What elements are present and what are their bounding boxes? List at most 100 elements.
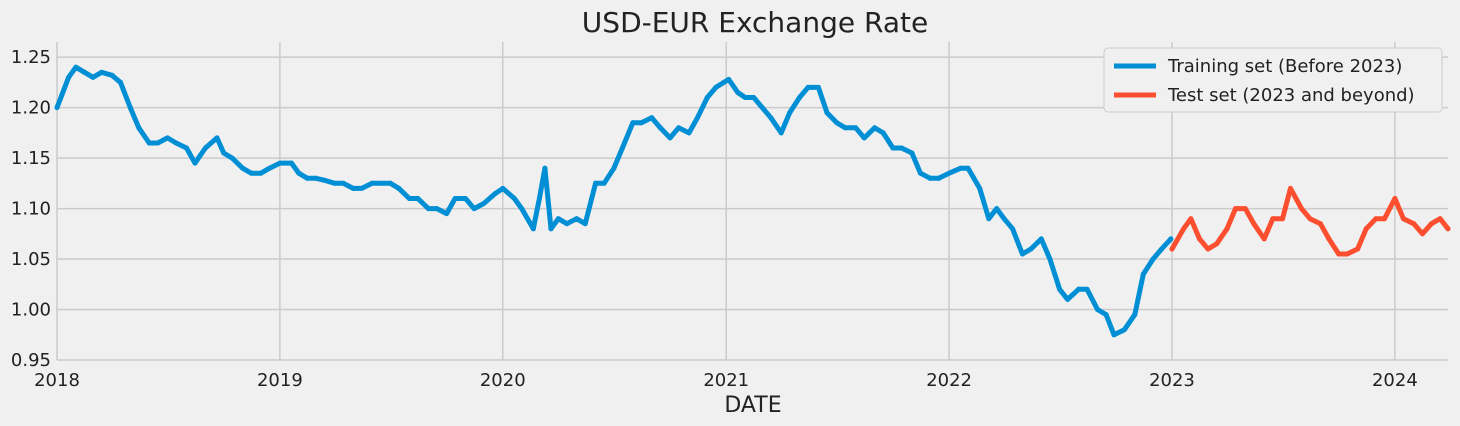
test-point: [1181, 226, 1187, 232]
training-point: [511, 196, 517, 201]
training-point: [221, 150, 227, 156]
test-point: [1224, 226, 1230, 232]
training-point: [118, 79, 123, 85]
training-point: [564, 221, 570, 227]
training-point: [657, 125, 663, 131]
x-tick-label: 2024: [1372, 370, 1418, 391]
training-point: [369, 180, 375, 186]
training-point: [1140, 271, 1146, 277]
x-tick-label: 2019: [257, 370, 303, 391]
test-point: [1363, 226, 1369, 232]
training-point: [99, 69, 105, 75]
training-point: [853, 125, 859, 131]
training-point: [574, 216, 580, 222]
training-point: [155, 140, 161, 146]
training-point: [676, 125, 682, 131]
training-point: [192, 160, 198, 166]
training-point: [452, 196, 458, 201]
training-point: [1010, 226, 1016, 232]
training-point: [350, 185, 356, 191]
x-tick-label: 2021: [703, 370, 749, 391]
training-point: [387, 180, 393, 186]
training-point: [109, 72, 115, 78]
training-point: [742, 95, 748, 100]
chart-title: USD-EUR Exchange Rate: [582, 6, 928, 39]
training-point: [82, 69, 87, 75]
training-point: [927, 175, 933, 181]
training-point: [73, 64, 79, 70]
y-tick-label: 1.00: [11, 300, 51, 321]
training-point: [530, 226, 536, 232]
x-tick-label: 2018: [34, 370, 80, 391]
training-point: [519, 206, 525, 212]
test-point: [1233, 206, 1238, 212]
test-point: [1270, 216, 1276, 222]
training-point: [751, 95, 757, 100]
training-point: [593, 180, 599, 186]
training-point: [842, 125, 848, 131]
x-tick-label: 2023: [1149, 370, 1195, 391]
training-point: [536, 196, 542, 201]
test-point: [1355, 246, 1361, 252]
training-point: [909, 150, 915, 156]
training-point: [1168, 236, 1174, 242]
training-point: [1076, 286, 1082, 292]
training-point: [726, 76, 732, 82]
test-point: [1382, 216, 1387, 222]
training-point: [713, 84, 719, 90]
test-point: [1299, 206, 1304, 212]
training-point: [1057, 286, 1063, 292]
training-point: [1047, 256, 1053, 262]
test-point: [1251, 221, 1257, 227]
y-tick-label: 1.15: [11, 148, 51, 169]
training-point: [289, 160, 294, 166]
training-point: [296, 170, 302, 176]
training-point: [322, 177, 327, 183]
training-point: [444, 211, 450, 217]
training-point: [340, 180, 346, 186]
training-point: [1084, 286, 1090, 292]
test-point: [1437, 216, 1443, 222]
training-point: [548, 226, 554, 232]
training-point: [630, 120, 636, 126]
training-point: [1103, 312, 1109, 318]
training-point: [994, 206, 1000, 212]
x-tick-label: 2022: [926, 370, 972, 391]
training-point: [880, 130, 886, 136]
training-point: [787, 110, 793, 116]
y-tick-label: 0.95: [11, 350, 51, 371]
test-point: [1261, 236, 1267, 242]
series-group: [54, 64, 1451, 338]
training-point: [90, 74, 96, 80]
training-point: [136, 125, 142, 131]
training-point: [267, 165, 272, 171]
training-point: [127, 105, 133, 111]
test-point: [1429, 221, 1434, 227]
training-point: [481, 201, 487, 206]
y-tick-label: 1.25: [11, 47, 51, 68]
training-point: [434, 206, 440, 212]
training-point: [202, 145, 208, 151]
training-point: [240, 165, 246, 171]
training-point: [778, 130, 784, 136]
x-axis-label: DATE: [724, 393, 781, 418]
training-point: [415, 196, 421, 201]
training-point: [890, 145, 896, 151]
training-point: [359, 185, 365, 191]
training-point: [686, 130, 692, 136]
test-point: [1373, 216, 1379, 222]
training-point: [425, 206, 431, 212]
training-point: [704, 95, 710, 100]
training-point: [248, 170, 254, 176]
y-tick-label: 1.05: [11, 249, 51, 270]
training-point: [1150, 256, 1156, 262]
training-point: [965, 165, 971, 171]
training-point: [735, 90, 741, 95]
training-point: [396, 185, 402, 191]
training-point: [406, 196, 412, 201]
training-point: [500, 185, 506, 191]
training-point: [1132, 312, 1138, 318]
legend-label-test: Test set (2023 and beyond): [1167, 85, 1415, 106]
test-point: [1326, 236, 1332, 242]
x-tick-label: 2020: [480, 370, 526, 391]
